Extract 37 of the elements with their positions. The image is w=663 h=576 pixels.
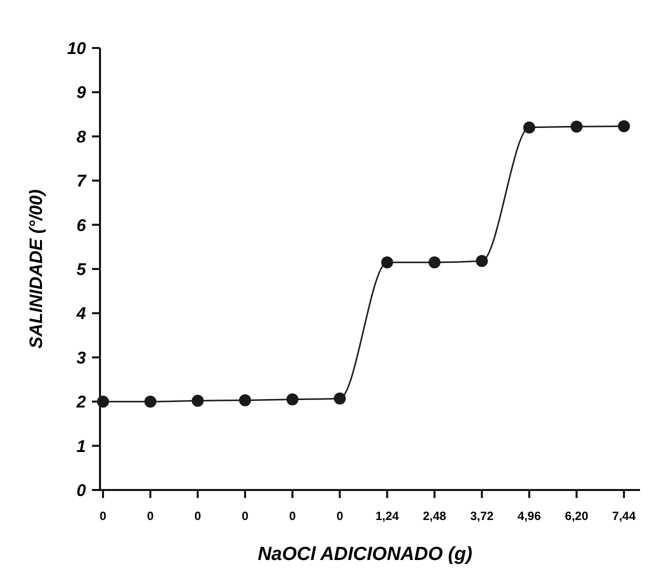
x-axis-title: NaOCl ADICIONADO (g) <box>258 544 472 565</box>
point <box>239 394 252 406</box>
x-tick-label: 3,72 <box>470 509 494 523</box>
point <box>618 120 630 132</box>
y-tick-label: 5 <box>76 260 87 279</box>
y-tick-label: 9 <box>76 83 87 102</box>
y-tick-label: 4 <box>76 304 87 324</box>
x-tick-label: 0 <box>147 509 154 523</box>
point <box>334 392 346 405</box>
point <box>286 393 298 406</box>
y-tick-label: 8 <box>76 127 87 146</box>
y-tick-label: 6 <box>76 216 87 235</box>
y-tick-label: 7 <box>76 172 88 191</box>
x-tick-label: 0 <box>336 509 344 523</box>
point <box>570 120 583 133</box>
x-tick-label: 1,24 <box>375 509 400 523</box>
x-tick-label: 4,96 <box>518 509 542 523</box>
point <box>476 255 488 268</box>
point <box>428 256 441 268</box>
point <box>381 256 394 268</box>
x-tick-label: 0 <box>100 509 107 523</box>
y-tick-label: 10 <box>67 38 87 58</box>
x-tick-label: 0 <box>289 509 296 523</box>
x-tick-label: 6,20 <box>564 509 589 523</box>
x-tick-label: 2,48 <box>422 509 447 523</box>
point <box>144 396 156 408</box>
x-tick-label: 0 <box>194 509 202 523</box>
point <box>523 122 536 134</box>
point <box>192 394 204 407</box>
x-tick-label: 0 <box>242 509 249 523</box>
x-tick-label: 7,44 <box>612 509 636 523</box>
y-tick-label: 2 <box>76 392 87 412</box>
y-tick-label: 3 <box>76 348 87 368</box>
point <box>97 396 109 408</box>
y-tick-label: 1 <box>76 436 86 456</box>
y-axis-title: SALINIDADE (°/00) <box>26 189 46 349</box>
y-tick-label: 0 <box>76 480 87 500</box>
